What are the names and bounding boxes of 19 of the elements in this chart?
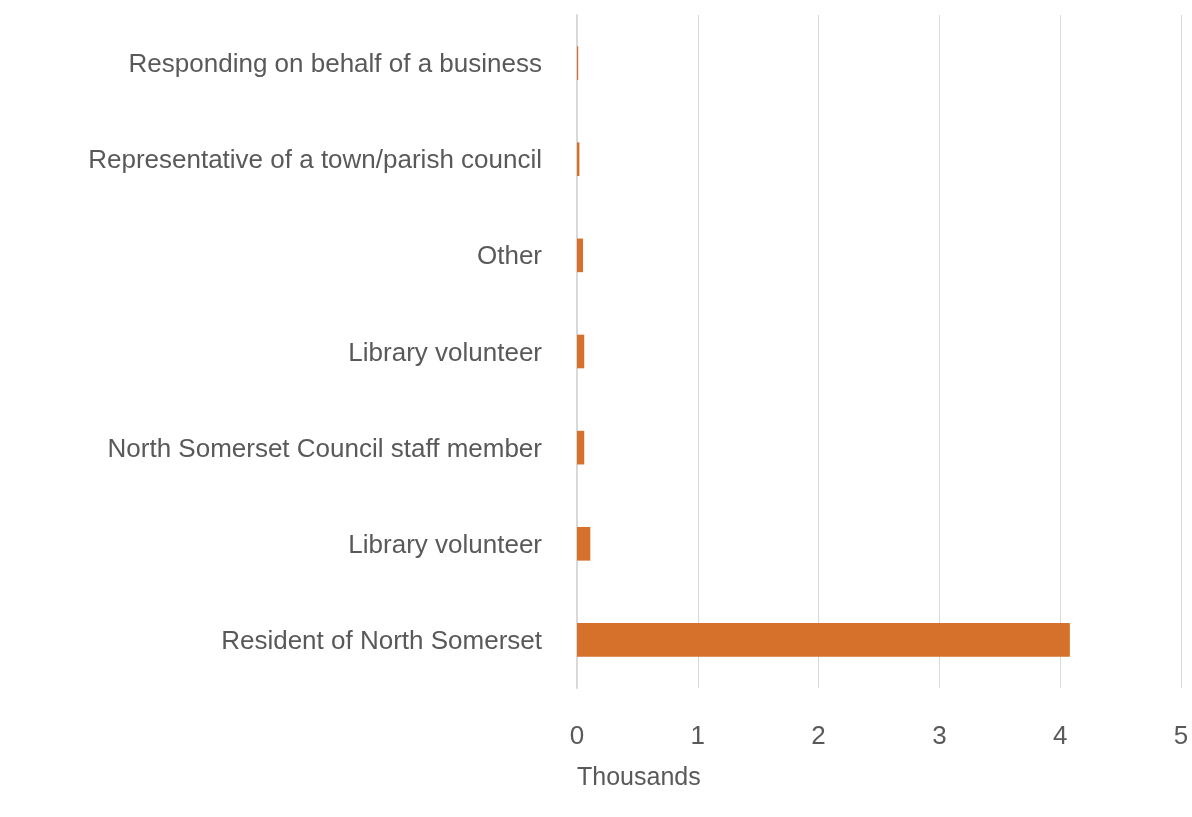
x-axis-title: Thousands xyxy=(577,761,701,790)
y-tick-label: Responding on behalf of a business xyxy=(128,48,542,79)
x-tick-label: 5 xyxy=(1173,720,1189,750)
y-tick-label: Representative of a town/parish council xyxy=(88,144,542,175)
y-tick-label: North Somerset Council staff member xyxy=(107,432,543,463)
y-tick-label: Library volunteer xyxy=(348,336,543,367)
x-tick-label: 2 xyxy=(811,720,826,750)
x-tick-label: 0 xyxy=(569,720,585,750)
bar xyxy=(577,526,591,561)
bar xyxy=(577,238,584,273)
x-tick-label: 4 xyxy=(1052,720,1068,750)
y-tick-label: Other xyxy=(476,240,543,271)
x-tick-label: 1 xyxy=(690,720,706,750)
x-tick-label: 3 xyxy=(932,720,947,750)
bar xyxy=(577,623,1070,657)
y-tick-label: Library volunteer xyxy=(348,528,543,559)
y-tick-label: Resident of North Somerset xyxy=(221,624,543,655)
bar xyxy=(577,334,585,369)
bar xyxy=(577,430,585,465)
